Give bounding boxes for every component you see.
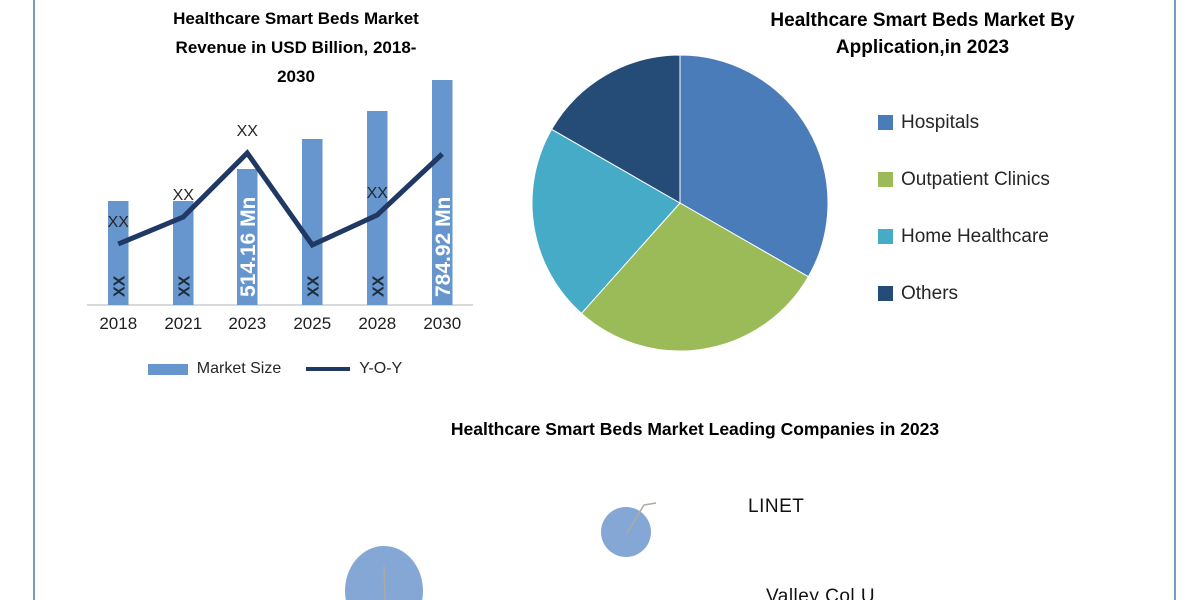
bar-2025: [302, 139, 323, 305]
bar-value-label-2018: XX: [111, 275, 128, 297]
pie-legend-item-hospitals: Hospitals: [878, 111, 1050, 134]
bar-value-label-2023: 514.16 Mn: [237, 197, 260, 297]
pie-legend-label: Outpatient Clinics: [901, 168, 1050, 190]
bubble-label-linet: LINET: [748, 496, 805, 517]
bar-2021: [173, 201, 194, 305]
bubble-linet: [601, 507, 651, 557]
market-size-swatch: [147, 363, 188, 375]
pie-legend-swatch: [878, 286, 893, 301]
market-size-legend-label: Market Size: [196, 360, 282, 377]
pie-legend: Hospitals Outpatient Clinics Home Healthca…: [878, 111, 1050, 339]
pie-legend-label: Home Healthcare: [901, 225, 1049, 247]
bubble-chart-title: Healthcare Smart Beds Market Leading Com…: [450, 419, 940, 439]
pie-slice-hospitals: [679, 54, 829, 278]
bar-chart-title: Healthcare Smart Beds Market Revenue in …: [128, 4, 464, 91]
bar-2023: [237, 169, 258, 305]
x-axis-label-2018: 2018: [99, 314, 138, 333]
yoy-line-swatch: [306, 367, 351, 371]
bar-value-label-2028: XX: [370, 275, 387, 297]
pie-legend-item-home-healthcare: Home Healthcare: [878, 225, 1050, 248]
yoy-point-label-2018: XX: [108, 214, 130, 231]
yoy-point-label-2023: XX: [237, 123, 259, 140]
pie-chart-title-line2: Application,in 2023: [835, 37, 1010, 58]
bubble-label-valley-col-u: Valley Col U: [766, 586, 876, 600]
leading-companies-bubbles: [345, 502, 657, 600]
x-axis-label-2025: 2025: [293, 314, 332, 333]
bar-chart-title-line2: Revenue in USD Billion, 2018-: [175, 38, 417, 57]
bar-chart-title-line3: 2030: [277, 67, 315, 86]
bar-line-chart: XX XX XX XX XX XX 514.16 Mn XX XX 784.92 Mn: [87, 80, 473, 306]
bar-chart-x-axis: 2018 2021 2023 2025 2028 2030: [75, 314, 475, 336]
bar-chart-title-line1: Healthcare Smart Beds Market: [173, 9, 419, 28]
bar-2018: [108, 201, 129, 305]
bar-2028: [367, 111, 388, 305]
yoy-point-label-2028: XX: [367, 185, 389, 202]
pie-legend-label: Others: [901, 282, 959, 304]
pie-slice-others: [550, 54, 681, 204]
bubble-linet-leader-line: [626, 502, 657, 534]
x-axis-label-2021: 2021: [164, 314, 203, 333]
pie-slice-outpatient-clinics: [580, 202, 810, 352]
yoy-line: [117, 149, 444, 249]
pie-legend-item-others: Others: [878, 282, 1050, 305]
yoy-point-label-2021: XX: [173, 187, 195, 204]
pie-chart-title-line1: Healthcare Smart Beds Market By: [770, 10, 1075, 31]
bubble-large-leader-line: [383, 565, 386, 600]
bar-chart-legend: Market Size Y-O-Y: [75, 360, 475, 378]
pie-chart-title: Healthcare Smart Beds Market By Applicat…: [730, 7, 1115, 61]
x-axis-label-2023: 2023: [228, 314, 267, 333]
application-pie: [531, 54, 829, 352]
x-axis-label-2030: 2030: [423, 314, 462, 333]
pie-legend-swatch: [878, 172, 893, 187]
pie-legend-item-outpatient-clinics: Outpatient Clinics: [878, 168, 1050, 191]
pie-legend-swatch: [878, 115, 893, 130]
pie-legend-label: Hospitals: [901, 111, 980, 133]
left-frame-border: [33, 0, 35, 600]
bar-value-label-2025: XX: [305, 275, 322, 297]
bar-2030: [432, 80, 453, 305]
right-frame-border: [1174, 0, 1176, 600]
yoy-legend-label: Y-O-Y: [359, 360, 403, 377]
x-axis-label-2028: 2028: [358, 314, 397, 333]
pie-slice-home-healthcare: [531, 128, 681, 315]
bar-value-label-2021: XX: [176, 275, 193, 297]
pie-legend-swatch: [878, 229, 893, 244]
bar-value-label-2030: 784.92 Mn: [432, 197, 455, 297]
